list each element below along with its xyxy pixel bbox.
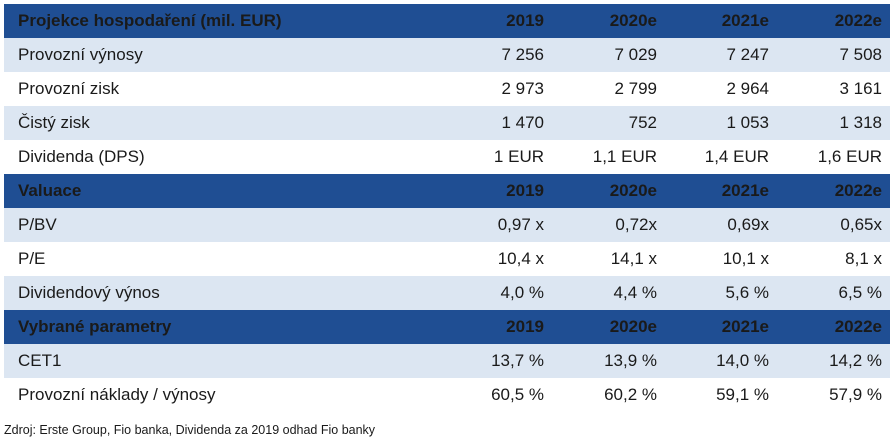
- table-row: Dividendový výnos 4,0 % 4,4 % 5,6 % 6,5 %: [4, 276, 890, 310]
- cell-value: 1,6 EUR: [777, 140, 890, 174]
- cell-value: 7 508: [777, 38, 890, 72]
- table-row: P/E 10,4 x 14,1 x 10,1 x 8,1 x: [4, 242, 890, 276]
- cell-value: 57,9 %: [777, 378, 890, 412]
- row-label: Dividenda (DPS): [4, 140, 440, 174]
- section-header: Valuace 2019 2020e 2021e 2022e: [4, 174, 890, 208]
- column-header: 2021e: [665, 4, 777, 38]
- cell-value: 2 964: [665, 72, 777, 106]
- table-row: Čistý zisk 1 470 752 1 053 1 318: [4, 106, 890, 140]
- cell-value: 0,97 x: [440, 208, 552, 242]
- table-row: Provozní výnosy 7 256 7 029 7 247 7 508: [4, 38, 890, 72]
- row-label: Provozní výnosy: [4, 38, 440, 72]
- cell-value: 1,1 EUR: [552, 140, 665, 174]
- cell-value: 2 973: [440, 72, 552, 106]
- source-note: Zdroj: Erste Group, Fio banka, Dividenda…: [4, 423, 376, 437]
- cell-value: 0,65x: [777, 208, 890, 242]
- column-header: 2019: [440, 174, 552, 208]
- cell-value: 13,9 %: [552, 344, 665, 378]
- table-row: Dividenda (DPS) 1 EUR 1,1 EUR 1,4 EUR 1,6 EU…: [4, 140, 890, 174]
- cell-value: 0,69x: [665, 208, 777, 242]
- cell-value: 5,6 %: [665, 276, 777, 310]
- cell-value: 752: [552, 106, 665, 140]
- section-title: Vybrané parametry: [4, 310, 440, 344]
- cell-value: 2 799: [552, 72, 665, 106]
- column-header: 2022e: [777, 174, 890, 208]
- cell-value: 1 053: [665, 106, 777, 140]
- cell-value: 13,7 %: [440, 344, 552, 378]
- row-label: Čistý zisk: [4, 106, 440, 140]
- cell-value: 6,5 %: [777, 276, 890, 310]
- cell-value: 4,4 %: [552, 276, 665, 310]
- cell-value: 10,1 x: [665, 242, 777, 276]
- cell-value: 7 247: [665, 38, 777, 72]
- cell-value: 1 318: [777, 106, 890, 140]
- cell-value: 14,0 %: [665, 344, 777, 378]
- column-header: 2020e: [552, 174, 665, 208]
- column-header: 2019: [440, 4, 552, 38]
- cell-value: 8,1 x: [777, 242, 890, 276]
- table-row: CET1 13,7 % 13,9 % 14,0 % 14,2 %: [4, 344, 890, 378]
- column-header: 2022e: [777, 310, 890, 344]
- section-title: Valuace: [4, 174, 440, 208]
- row-label: CET1: [4, 344, 440, 378]
- column-header: 2021e: [665, 310, 777, 344]
- column-header: 2022e: [777, 4, 890, 38]
- cell-value: 1 EUR: [440, 140, 552, 174]
- row-label: Provozní náklady / výnosy: [4, 378, 440, 412]
- cell-value: 60,2 %: [552, 378, 665, 412]
- row-label: P/BV: [4, 208, 440, 242]
- cell-value: 60,5 %: [440, 378, 552, 412]
- column-header: 2021e: [665, 174, 777, 208]
- cell-value: 7 256: [440, 38, 552, 72]
- cell-value: 1 470: [440, 106, 552, 140]
- cell-value: 1,4 EUR: [665, 140, 777, 174]
- section-title: Projekce hospodaření (mil. EUR): [4, 4, 440, 38]
- section-header: Vybrané parametry 2019 2020e 2021e 2022e: [4, 310, 890, 344]
- column-header: 2019: [440, 310, 552, 344]
- financial-table-body: Projekce hospodaření (mil. EUR) 2019 2020e…: [4, 4, 890, 412]
- column-header: 2020e: [552, 4, 665, 38]
- financial-table: Projekce hospodaření (mil. EUR) 2019 2020e…: [4, 4, 890, 412]
- row-label: Provozní zisk: [4, 72, 440, 106]
- cell-value: 0,72x: [552, 208, 665, 242]
- cell-value: 14,2 %: [777, 344, 890, 378]
- cell-value: 7 029: [552, 38, 665, 72]
- cell-value: 14,1 x: [552, 242, 665, 276]
- section-header: Projekce hospodaření (mil. EUR) 2019 2020e…: [4, 4, 890, 38]
- table-row: P/BV 0,97 x 0,72x 0,69x 0,65x: [4, 208, 890, 242]
- cell-value: 59,1 %: [665, 378, 777, 412]
- table-row: Provozní zisk 2 973 2 799 2 964 3 161: [4, 72, 890, 106]
- cell-value: 3 161: [777, 72, 890, 106]
- table-row: Provozní náklady / výnosy 60,5 % 60,2 % 59,…: [4, 378, 890, 412]
- cell-value: 4,0 %: [440, 276, 552, 310]
- row-label: P/E: [4, 242, 440, 276]
- row-label: Dividendový výnos: [4, 276, 440, 310]
- cell-value: 10,4 x: [440, 242, 552, 276]
- column-header: 2020e: [552, 310, 665, 344]
